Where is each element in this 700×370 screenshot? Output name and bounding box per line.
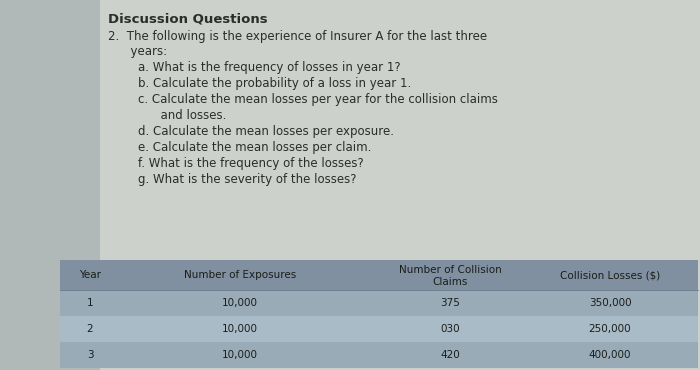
Text: Number of Collision: Number of Collision — [398, 265, 501, 275]
Text: 030: 030 — [440, 324, 460, 334]
Bar — [60, 316, 698, 342]
Text: Discussion Questions: Discussion Questions — [108, 13, 267, 26]
Text: years:: years: — [108, 45, 167, 58]
Text: 420: 420 — [440, 350, 460, 360]
Bar — [60, 342, 698, 368]
Text: 2: 2 — [87, 324, 93, 334]
Text: g. What is the severity of the losses?: g. What is the severity of the losses? — [138, 173, 356, 186]
Bar — [60, 260, 698, 290]
Text: d. Calculate the mean losses per exposure.: d. Calculate the mean losses per exposur… — [138, 125, 394, 138]
Text: 375: 375 — [440, 298, 460, 308]
Text: Number of Exposures: Number of Exposures — [184, 270, 296, 280]
Text: 10,000: 10,000 — [222, 324, 258, 334]
Text: b. Calculate the probability of a loss in year 1.: b. Calculate the probability of a loss i… — [138, 77, 412, 90]
Text: 10,000: 10,000 — [222, 298, 258, 308]
Text: f. What is the frequency of the losses?: f. What is the frequency of the losses? — [138, 157, 364, 170]
Text: 400,000: 400,000 — [589, 350, 631, 360]
Text: e. Calculate the mean losses per claim.: e. Calculate the mean losses per claim. — [138, 141, 372, 154]
Text: 10,000: 10,000 — [222, 350, 258, 360]
Text: 2.  The following is the experience of Insurer A for the last three: 2. The following is the experience of In… — [108, 30, 487, 43]
Bar — [60, 290, 698, 316]
Text: and losses.: and losses. — [138, 109, 226, 122]
Text: 350,000: 350,000 — [589, 298, 631, 308]
Text: 3: 3 — [87, 350, 93, 360]
Bar — [100, 0, 700, 370]
Text: c. Calculate the mean losses per year for the collision claims: c. Calculate the mean losses per year fo… — [138, 93, 498, 106]
Text: 1: 1 — [87, 298, 93, 308]
Text: Collision Losses ($): Collision Losses ($) — [560, 270, 660, 280]
Bar — [0, 0, 100, 370]
Text: 250,000: 250,000 — [589, 324, 631, 334]
Text: a. What is the frequency of losses in year 1?: a. What is the frequency of losses in ye… — [138, 61, 400, 74]
Text: Year: Year — [79, 270, 101, 280]
Text: Claims: Claims — [433, 277, 468, 287]
